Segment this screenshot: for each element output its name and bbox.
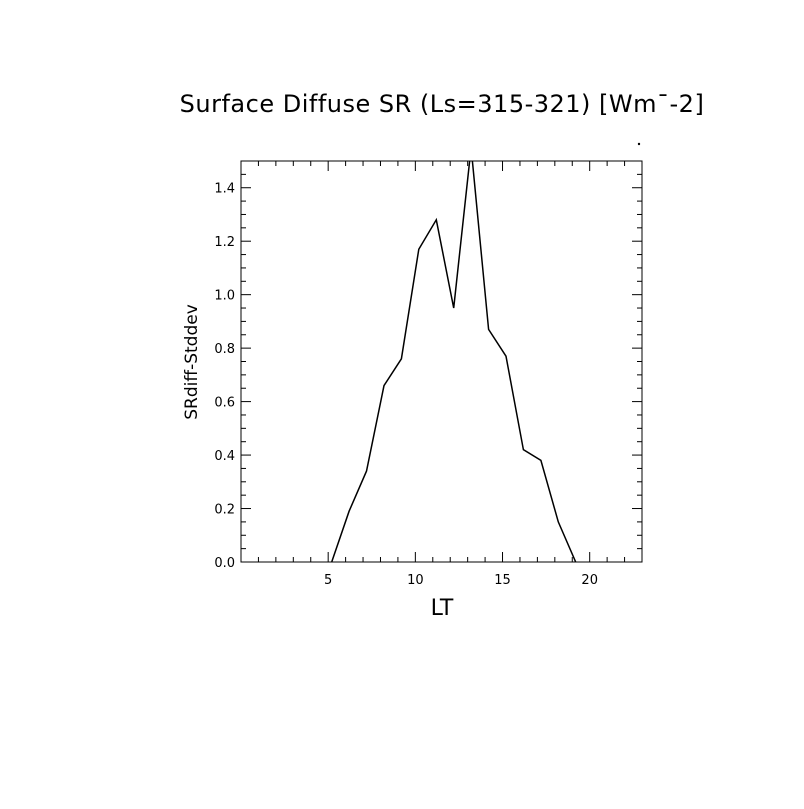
y-tick-label: 0.2 — [214, 503, 235, 518]
x-tick-label: 20 — [581, 573, 598, 588]
y-tick-label: 1.0 — [214, 289, 235, 304]
y-tick-label: 0.4 — [214, 449, 235, 464]
y-tick-label: 0.8 — [214, 342, 235, 357]
x-tick-label: 15 — [494, 573, 511, 588]
y-tick-label: 1.2 — [214, 235, 235, 250]
x-tick-label: 5 — [324, 573, 332, 588]
series-group — [332, 148, 576, 563]
x-axis-label: LT — [431, 596, 454, 621]
plot-frame — [241, 161, 642, 562]
y-tick-label: 0.6 — [214, 396, 235, 411]
y-axis-tick-labels: 0.0 0.2 0.4 0.6 0.8 1.0 1.2 1.4 — [214, 182, 235, 571]
series-line — [332, 148, 576, 562]
y-tick-label: 0.0 — [214, 556, 235, 571]
x-axis-tick-labels: 5 10 15 20 — [324, 573, 598, 588]
y-axis-label: SRdiff-Stddev — [182, 304, 202, 420]
x-tick-label: 10 — [407, 573, 424, 588]
chart-title: Surface Diffuse SR (Ls=315-321) [Wm¯-2] — [180, 90, 705, 118]
corner-dot-mark — [638, 143, 640, 145]
y-tick-label: 1.4 — [214, 182, 235, 197]
x-axis-ticks — [258, 161, 642, 562]
y-axis-ticks — [241, 161, 642, 562]
